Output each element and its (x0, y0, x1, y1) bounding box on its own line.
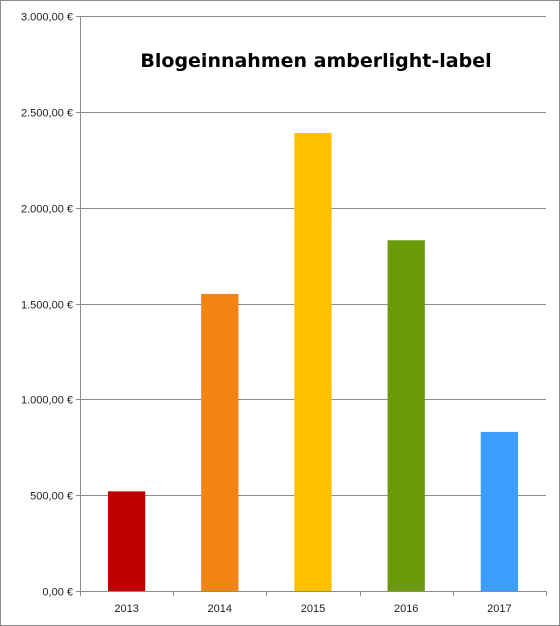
x-tick-label: 2017 (487, 603, 511, 615)
bar-2016 (387, 240, 425, 591)
y-tick-label: 0,00 € (42, 587, 73, 599)
y-tick-label: 1.000,00 € (21, 395, 73, 407)
bar-2013 (107, 491, 146, 591)
y-tick-label: 500,00 € (30, 491, 73, 503)
x-tick-label: 2015 (301, 603, 325, 615)
axes (76, 16, 547, 596)
x-tick-label: 2016 (394, 603, 418, 615)
bar-2014 (201, 293, 239, 591)
x-tick-label: 2014 (208, 603, 232, 615)
bar-2015 (294, 132, 332, 591)
bar-2017 (480, 431, 519, 591)
y-tick-label: 2.500,00 € (21, 108, 73, 120)
y-tick-label: 3.000,00 € (21, 12, 73, 24)
x-axis-tick-labels: 2013 2014 2015 2016 2017 (114, 603, 511, 615)
y-tick-label: 1.500,00 € (21, 300, 73, 312)
y-tick-label: 2.000,00 € (21, 204, 73, 216)
bars (107, 132, 519, 591)
chart-title: Blogeinnahmen amberlight-label (140, 50, 491, 72)
y-axis-tick-labels: 0,00 € 500,00 € 1.000,00 € 1.500,00 € 2.000,… (21, 12, 73, 599)
x-tick-label: 2013 (114, 603, 138, 615)
